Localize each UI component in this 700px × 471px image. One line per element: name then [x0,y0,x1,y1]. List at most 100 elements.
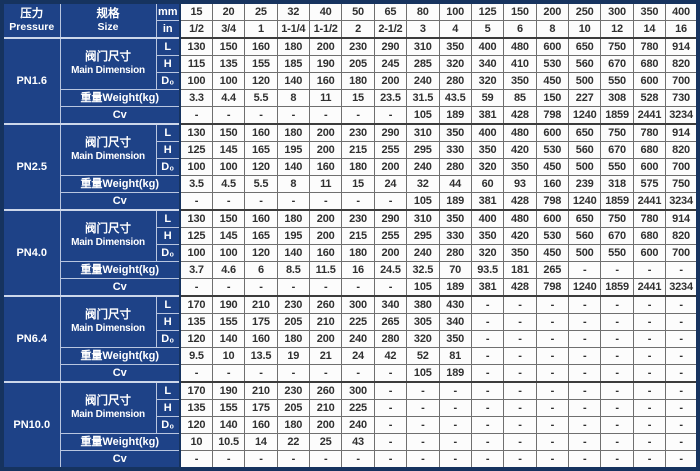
data-cell: - [503,295,537,314]
data-cell: 600 [535,37,570,56]
data-cell: 560 [567,141,602,159]
data-cell: 295 [406,227,440,245]
size-in-cell: 16 [665,20,699,39]
data-cell: 120 [179,416,213,434]
data-cell: 320 [470,72,505,90]
data-cell: - [276,278,311,297]
data-cell: 1859 [600,106,634,125]
data-cell: - [341,450,375,470]
data-cell: 130 [179,37,213,56]
data-cell: 285 [406,55,440,73]
data-cell: - [600,399,634,417]
data-cell: 820 [665,141,699,159]
dimension-label-cell: 阀门尺寸 Main Dimension [59,209,157,262]
data-cell: 5.5 [244,89,278,107]
data-cell: 160 [308,72,343,90]
data-cell: 3234 [665,106,699,125]
data-cell: - [211,192,246,211]
data-cell: 350 [438,123,472,142]
data-cell: 295 [406,141,440,159]
size-mm-cell: 65 [373,1,408,21]
data-cell: 350 [438,209,472,228]
data-cell: 290 [373,123,408,142]
data-cell: 320 [438,55,472,73]
data-cell: - [373,106,408,125]
data-cell: - [632,347,667,365]
data-cell: 500 [567,244,602,262]
data-cell: 420 [503,141,537,159]
data-cell: - [308,278,343,297]
data-cell: - [665,261,699,279]
data-cell: - [567,261,602,279]
data-cell: - [308,106,343,125]
data-cell: - [535,381,570,400]
dim-row-label-cell: D₀ [155,244,181,262]
data-cell: 428 [503,106,537,125]
size-mm-cell: 300 [600,1,634,21]
data-cell: 780 [632,123,667,142]
data-cell: - [503,347,537,365]
data-cell: 155 [211,399,246,417]
data-cell: - [470,330,505,348]
data-cell: 320 [406,330,440,348]
pn-rating-cell: PN1.6 [1,37,61,125]
data-cell: 670 [600,141,634,159]
data-cell: - [373,450,408,470]
data-cell: 650 [567,209,602,228]
cv-label-cell: Cv [59,192,181,211]
data-cell: 230 [341,209,375,228]
data-cell: 200 [308,141,343,159]
data-cell: - [535,364,570,383]
cv-label-cell: Cv [59,106,181,125]
size-in-cell: 1/2 [179,20,213,39]
data-cell: 430 [438,295,472,314]
size-in-cell: 14 [632,20,667,39]
size-mm-cell: 15 [179,1,213,21]
data-cell: - [244,278,278,297]
data-cell: - [373,364,408,383]
size-in-cell: 3/4 [211,20,246,39]
size-in-cell: 3 [406,20,440,39]
data-cell: 170 [179,295,213,314]
size-in-cell: 2 [341,20,375,39]
size-mm-cell: 20 [211,1,246,21]
data-cell: 9.5 [179,347,213,365]
pn-rating-cell: PN2.5 [1,123,61,211]
data-cell: 310 [406,123,440,142]
data-cell: 19 [276,347,311,365]
data-cell: 700 [665,158,699,176]
data-cell: 400 [470,209,505,228]
data-cell: 175 [244,399,278,417]
data-cell: 180 [276,416,311,434]
data-cell: - [632,261,667,279]
data-cell: 21 [308,347,343,365]
data-cell: 650 [567,37,602,56]
data-cell: - [244,192,278,211]
data-cell: 381 [470,278,505,297]
data-cell: - [341,278,375,297]
data-cell: 2441 [632,106,667,125]
data-cell: 350 [503,72,537,90]
data-cell: 600 [632,244,667,262]
dim-row-label-cell: L [155,37,181,56]
data-cell: 480 [503,37,537,56]
data-cell: - [373,416,408,434]
data-cell: 150 [211,37,246,56]
pn-rating-cell: PN4.0 [1,209,61,297]
size-mm-cell: 150 [503,1,537,21]
data-cell: 105 [406,106,440,125]
data-cell: - [373,399,408,417]
data-cell: - [244,450,278,470]
data-cell: - [503,364,537,383]
data-cell: - [470,313,505,331]
data-cell: 670 [600,227,634,245]
data-cell: 280 [438,244,472,262]
data-cell: 280 [373,330,408,348]
data-cell: 240 [341,416,375,434]
data-cell: - [438,399,472,417]
data-cell: 210 [308,399,343,417]
data-cell: 42 [373,347,408,365]
data-cell: - [567,450,602,470]
data-cell: - [406,381,440,400]
